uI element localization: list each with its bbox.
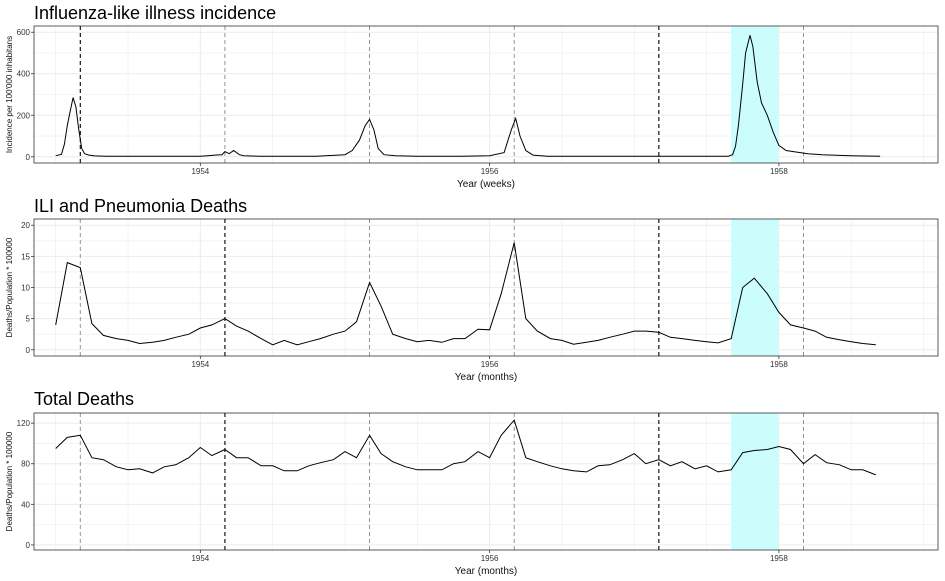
incidence-x-ticks: 1954 1956 1958 — [191, 163, 788, 176]
incidence-ytick-label: 200 — [17, 111, 31, 120]
total-deaths-grid — [34, 413, 938, 550]
incidence-title: Influenza-like illness incidence — [34, 3, 276, 23]
ili-deaths-ytick-label: 5 — [26, 315, 31, 324]
total-deaths-y-ticks: 0 40 80 120 — [17, 419, 34, 550]
ili-deaths-series-line — [55, 242, 876, 346]
ili-deaths-grid — [34, 219, 938, 356]
incidence-y-axis-label: Incidence per 100'000 inhabitans — [5, 36, 14, 153]
total-deaths-ytick-label: 80 — [21, 460, 30, 469]
ili-deaths-xtick-label: 1956 — [481, 360, 499, 369]
incidence-highlight-band — [731, 26, 779, 163]
total-deaths-highlight — [731, 413, 779, 550]
incidence-xtick-label: 1954 — [191, 167, 209, 176]
ili-deaths-x-axis-label: Year (months) — [455, 372, 517, 383]
ili-deaths-xtick-label: 1954 — [191, 360, 209, 369]
ili-deaths-panel: ILI and Pneumonia Deaths 0 5 10 15 20 19… — [5, 196, 939, 383]
total-deaths-y-axis-label: Deaths/Population * 100000 — [5, 431, 14, 531]
total-deaths-x-axis-label: Year (months) — [455, 566, 517, 577]
incidence-x-axis-label: Year (weeks) — [457, 179, 515, 190]
incidence-y-ticks: 0 200 400 600 — [17, 28, 34, 162]
total-deaths-ytick-label: 120 — [17, 419, 31, 428]
ili-deaths-ytick-label: 10 — [21, 284, 30, 293]
total-deaths-title: Total Deaths — [34, 389, 134, 409]
incidence-highlight — [731, 26, 779, 163]
incidence-series-line — [55, 35, 881, 157]
total-deaths-plot-area — [34, 413, 938, 550]
ili-deaths-reference-lines — [79, 219, 804, 356]
total-deaths-xtick-label: 1956 — [481, 554, 499, 563]
ili-deaths-highlight — [731, 219, 779, 356]
total-deaths-xtick-label: 1954 — [191, 554, 209, 563]
ili-deaths-xtick-label: 1958 — [770, 360, 788, 369]
ili-deaths-title: ILI and Pneumonia Deaths — [34, 196, 247, 216]
incidence-plot-border — [33, 25, 939, 164]
total-deaths-xtick-label: 1958 — [770, 554, 788, 563]
incidence-xtick-label: 1956 — [481, 167, 499, 176]
incidence-ytick-label: 400 — [17, 70, 31, 79]
ili-deaths-ytick-label: 20 — [21, 221, 30, 230]
total-deaths-ytick-label: 40 — [21, 500, 30, 509]
incidence-ytick-label: 0 — [26, 153, 31, 162]
total-deaths-ytick-label: 0 — [26, 541, 31, 550]
total-deaths-series-line — [55, 419, 876, 476]
ili-deaths-highlight-band — [731, 219, 779, 356]
total-deaths-panel: Total Deaths 0 40 80 120 1954 1956 1958 … — [5, 389, 939, 577]
ili-deaths-ytick-label: 15 — [21, 252, 30, 261]
incidence-ytick-label: 600 — [17, 28, 31, 37]
ili-deaths-y-axis-label: Deaths/Population * 100000 — [5, 237, 14, 337]
total-deaths-highlight-band — [731, 413, 779, 550]
ili-deaths-y-ticks: 0 5 10 15 20 — [21, 221, 34, 355]
incidence-panel: Influenza-like illness incidence 0 200 4… — [5, 3, 939, 190]
incidence-xtick-label: 1958 — [770, 167, 788, 176]
ili-deaths-ytick-label: 0 — [26, 346, 31, 355]
total-deaths-plot-border — [33, 412, 939, 551]
ili-deaths-x-ticks: 1954 1956 1958 — [191, 356, 788, 369]
total-deaths-x-ticks: 1954 1956 1958 — [191, 550, 788, 563]
